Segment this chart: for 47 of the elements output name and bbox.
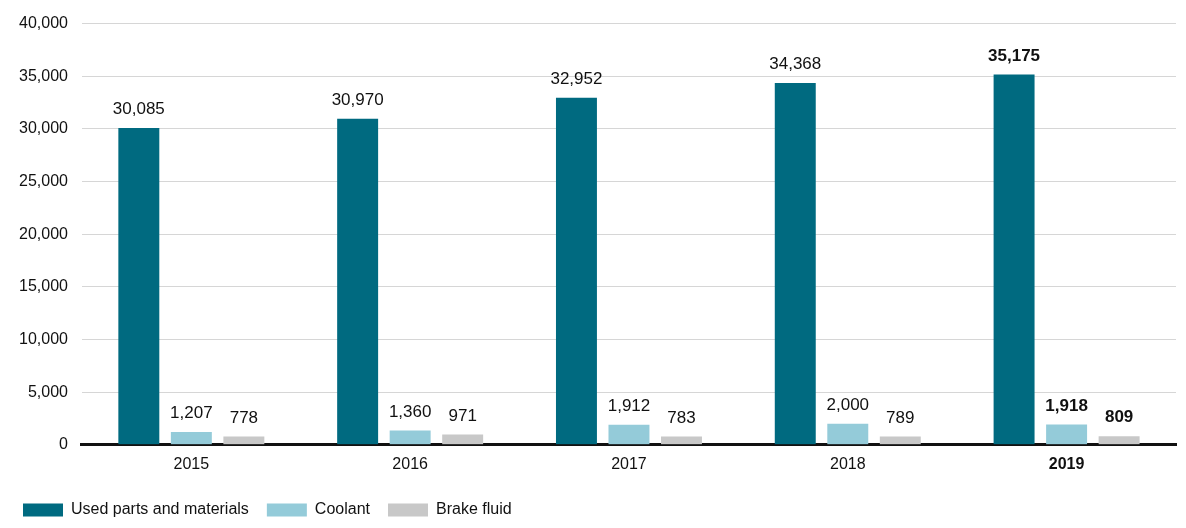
y-tick-label: 5,000: [27, 382, 69, 400]
data-label: 34,368: [769, 54, 822, 74]
x-tick-label: 2016: [392, 454, 429, 472]
y-tick-label: 35,000: [19, 66, 69, 84]
x-tick-label: 2015: [173, 454, 210, 472]
bar: [661, 436, 702, 445]
data-label: 32,952: [550, 69, 603, 88]
bar: [1098, 436, 1140, 445]
data-label: 971: [448, 405, 477, 425]
x-tick-label: 2017: [611, 454, 647, 472]
bar: [1046, 424, 1088, 445]
data-label: 809: [1104, 407, 1134, 427]
bar: [337, 118, 379, 445]
data-label: 35,175: [988, 45, 1041, 65]
bar: [827, 423, 869, 445]
y-tick-label: 10,000: [19, 329, 69, 347]
legend-label: Used parts and materials: [71, 500, 249, 518]
data-label: 1,360: [388, 401, 432, 421]
data-label: 778: [229, 407, 259, 427]
data-label: 789: [886, 407, 915, 427]
y-tick-label: 15,000: [19, 277, 69, 295]
y-tick-label: 25,000: [19, 171, 69, 189]
bar: [879, 436, 921, 445]
y-tick-label: 0: [59, 435, 69, 453]
bar: [170, 432, 212, 445]
legend-label: Brake fluid: [436, 500, 512, 518]
bar: [774, 82, 816, 445]
data-label: 1,918: [1045, 395, 1088, 415]
bar: [555, 97, 597, 445]
bar: [223, 436, 265, 445]
data-label: 1,207: [170, 403, 213, 423]
data-label: 783: [667, 407, 696, 427]
data-label: 1,912: [607, 395, 651, 415]
x-tick-label: 2018: [829, 454, 866, 472]
bar: [118, 128, 160, 445]
data-label: 2,000: [826, 394, 870, 414]
bar: [442, 434, 484, 445]
bar: [608, 424, 650, 445]
y-tick-label: 30,000: [19, 119, 69, 137]
legend-label: Coolant: [314, 500, 371, 518]
y-tick-label: 40,000: [19, 14, 69, 32]
data-label: 30,085: [112, 99, 165, 119]
data-label: 30,970: [331, 89, 384, 109]
bar: [993, 74, 1035, 445]
bar: [389, 430, 431, 445]
y-tick-label: 20,000: [19, 224, 69, 242]
x-tick-label: 2019: [1048, 454, 1085, 472]
